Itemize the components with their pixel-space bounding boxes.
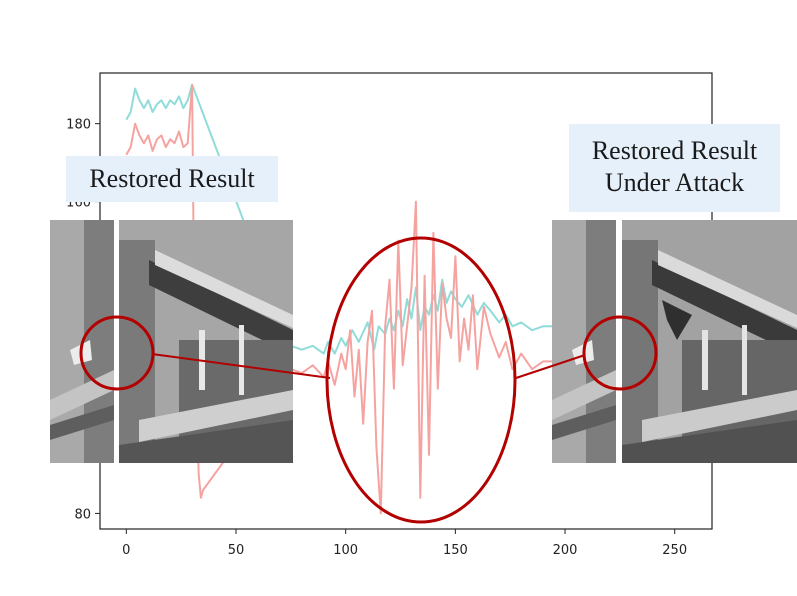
restored-patch-wide: [119, 220, 293, 463]
x-tick-label: 0: [122, 543, 130, 558]
restored-result-label: Restored Result: [66, 156, 278, 202]
x-tick-label: 250: [662, 543, 687, 558]
connector-right: [515, 354, 586, 379]
x-tick-label: 200: [553, 543, 578, 558]
x-tick-label: 50: [228, 543, 245, 558]
x-tick-label: 150: [443, 543, 468, 558]
attacked-patch-narrow: [552, 220, 616, 463]
plot-lines: [125, 83, 555, 515]
restored-result-under-attack-label: Restored Result Under Attack: [569, 124, 780, 212]
attacked-patch-wide: [622, 220, 797, 463]
under-attack-label-line-1: Restored Result: [591, 136, 758, 165]
under-attack-label-line-2: Under Attack: [604, 168, 745, 197]
zoom-ellipse-center: [325, 236, 517, 524]
y-tick-label: 80: [74, 507, 91, 522]
restored-result-label-line: Restored Result: [89, 164, 255, 193]
series-line-2: [125, 83, 555, 515]
x-tick-label: 100: [333, 543, 358, 558]
y-tick-label: 180: [66, 118, 91, 133]
connector-left: [151, 353, 331, 379]
zoom-circle-right: [582, 315, 658, 391]
zoom-circle-left: [79, 315, 155, 391]
